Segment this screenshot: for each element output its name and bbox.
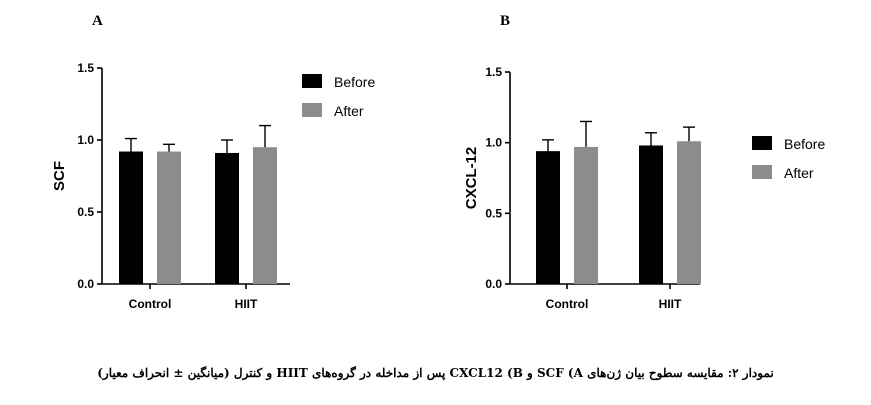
- y-tick-label: 0.5: [485, 206, 502, 220]
- legend-label-after: After: [334, 103, 364, 119]
- y-tick-label: 1.5: [485, 65, 502, 79]
- bar-before-control: [536, 151, 560, 284]
- x-tick-label: Control: [129, 297, 172, 311]
- y-tick-label: 0.0: [77, 277, 94, 291]
- figure-caption: نمودار ۲: مقایسه سطوح بیان ژن‌های SCF (A…: [97, 366, 774, 380]
- y-axis-label: CXCL-12: [463, 147, 480, 210]
- y-tick-label: 1.5: [77, 61, 94, 75]
- y-tick-label: 0.5: [77, 205, 94, 219]
- x-tick-label: Control: [546, 297, 589, 311]
- legend-label-after: After: [784, 165, 814, 181]
- y-axis-label: SCF: [51, 161, 68, 191]
- y-tick-label: 1.0: [77, 133, 94, 147]
- legend-swatch-after: [752, 165, 772, 179]
- legend-swatch-before: [302, 74, 322, 88]
- bar-before-hiit: [215, 152, 239, 284]
- chart-panel-b: B 0.0 0.5 1.0 1.5 CXCL-12 Control HIIT Before Aft…: [463, 13, 825, 311]
- legend-label-before: Before: [334, 74, 375, 90]
- bar-after-hiit: [253, 147, 277, 284]
- y-tick-label: 0.0: [485, 277, 502, 291]
- bar-after-control: [574, 146, 598, 284]
- legend-swatch-before: [752, 136, 772, 150]
- x-tick-label: HIIT: [659, 297, 682, 311]
- bar-after-control: [157, 151, 181, 284]
- panel-letter: B: [500, 13, 510, 29]
- bar-before-hiit: [639, 145, 663, 284]
- y-tick-label: 1.0: [485, 136, 502, 150]
- bar-after-hiit: [677, 141, 701, 284]
- x-tick-label: HIIT: [235, 297, 258, 311]
- legend-label-before: Before: [784, 136, 825, 152]
- legend-swatch-after: [302, 103, 322, 117]
- panel-letter: A: [92, 13, 103, 29]
- bar-before-control: [119, 151, 143, 284]
- chart-panel-a: A 0.0 0.5 1.0 1.5 SCF Control HIIT Before After: [51, 13, 375, 311]
